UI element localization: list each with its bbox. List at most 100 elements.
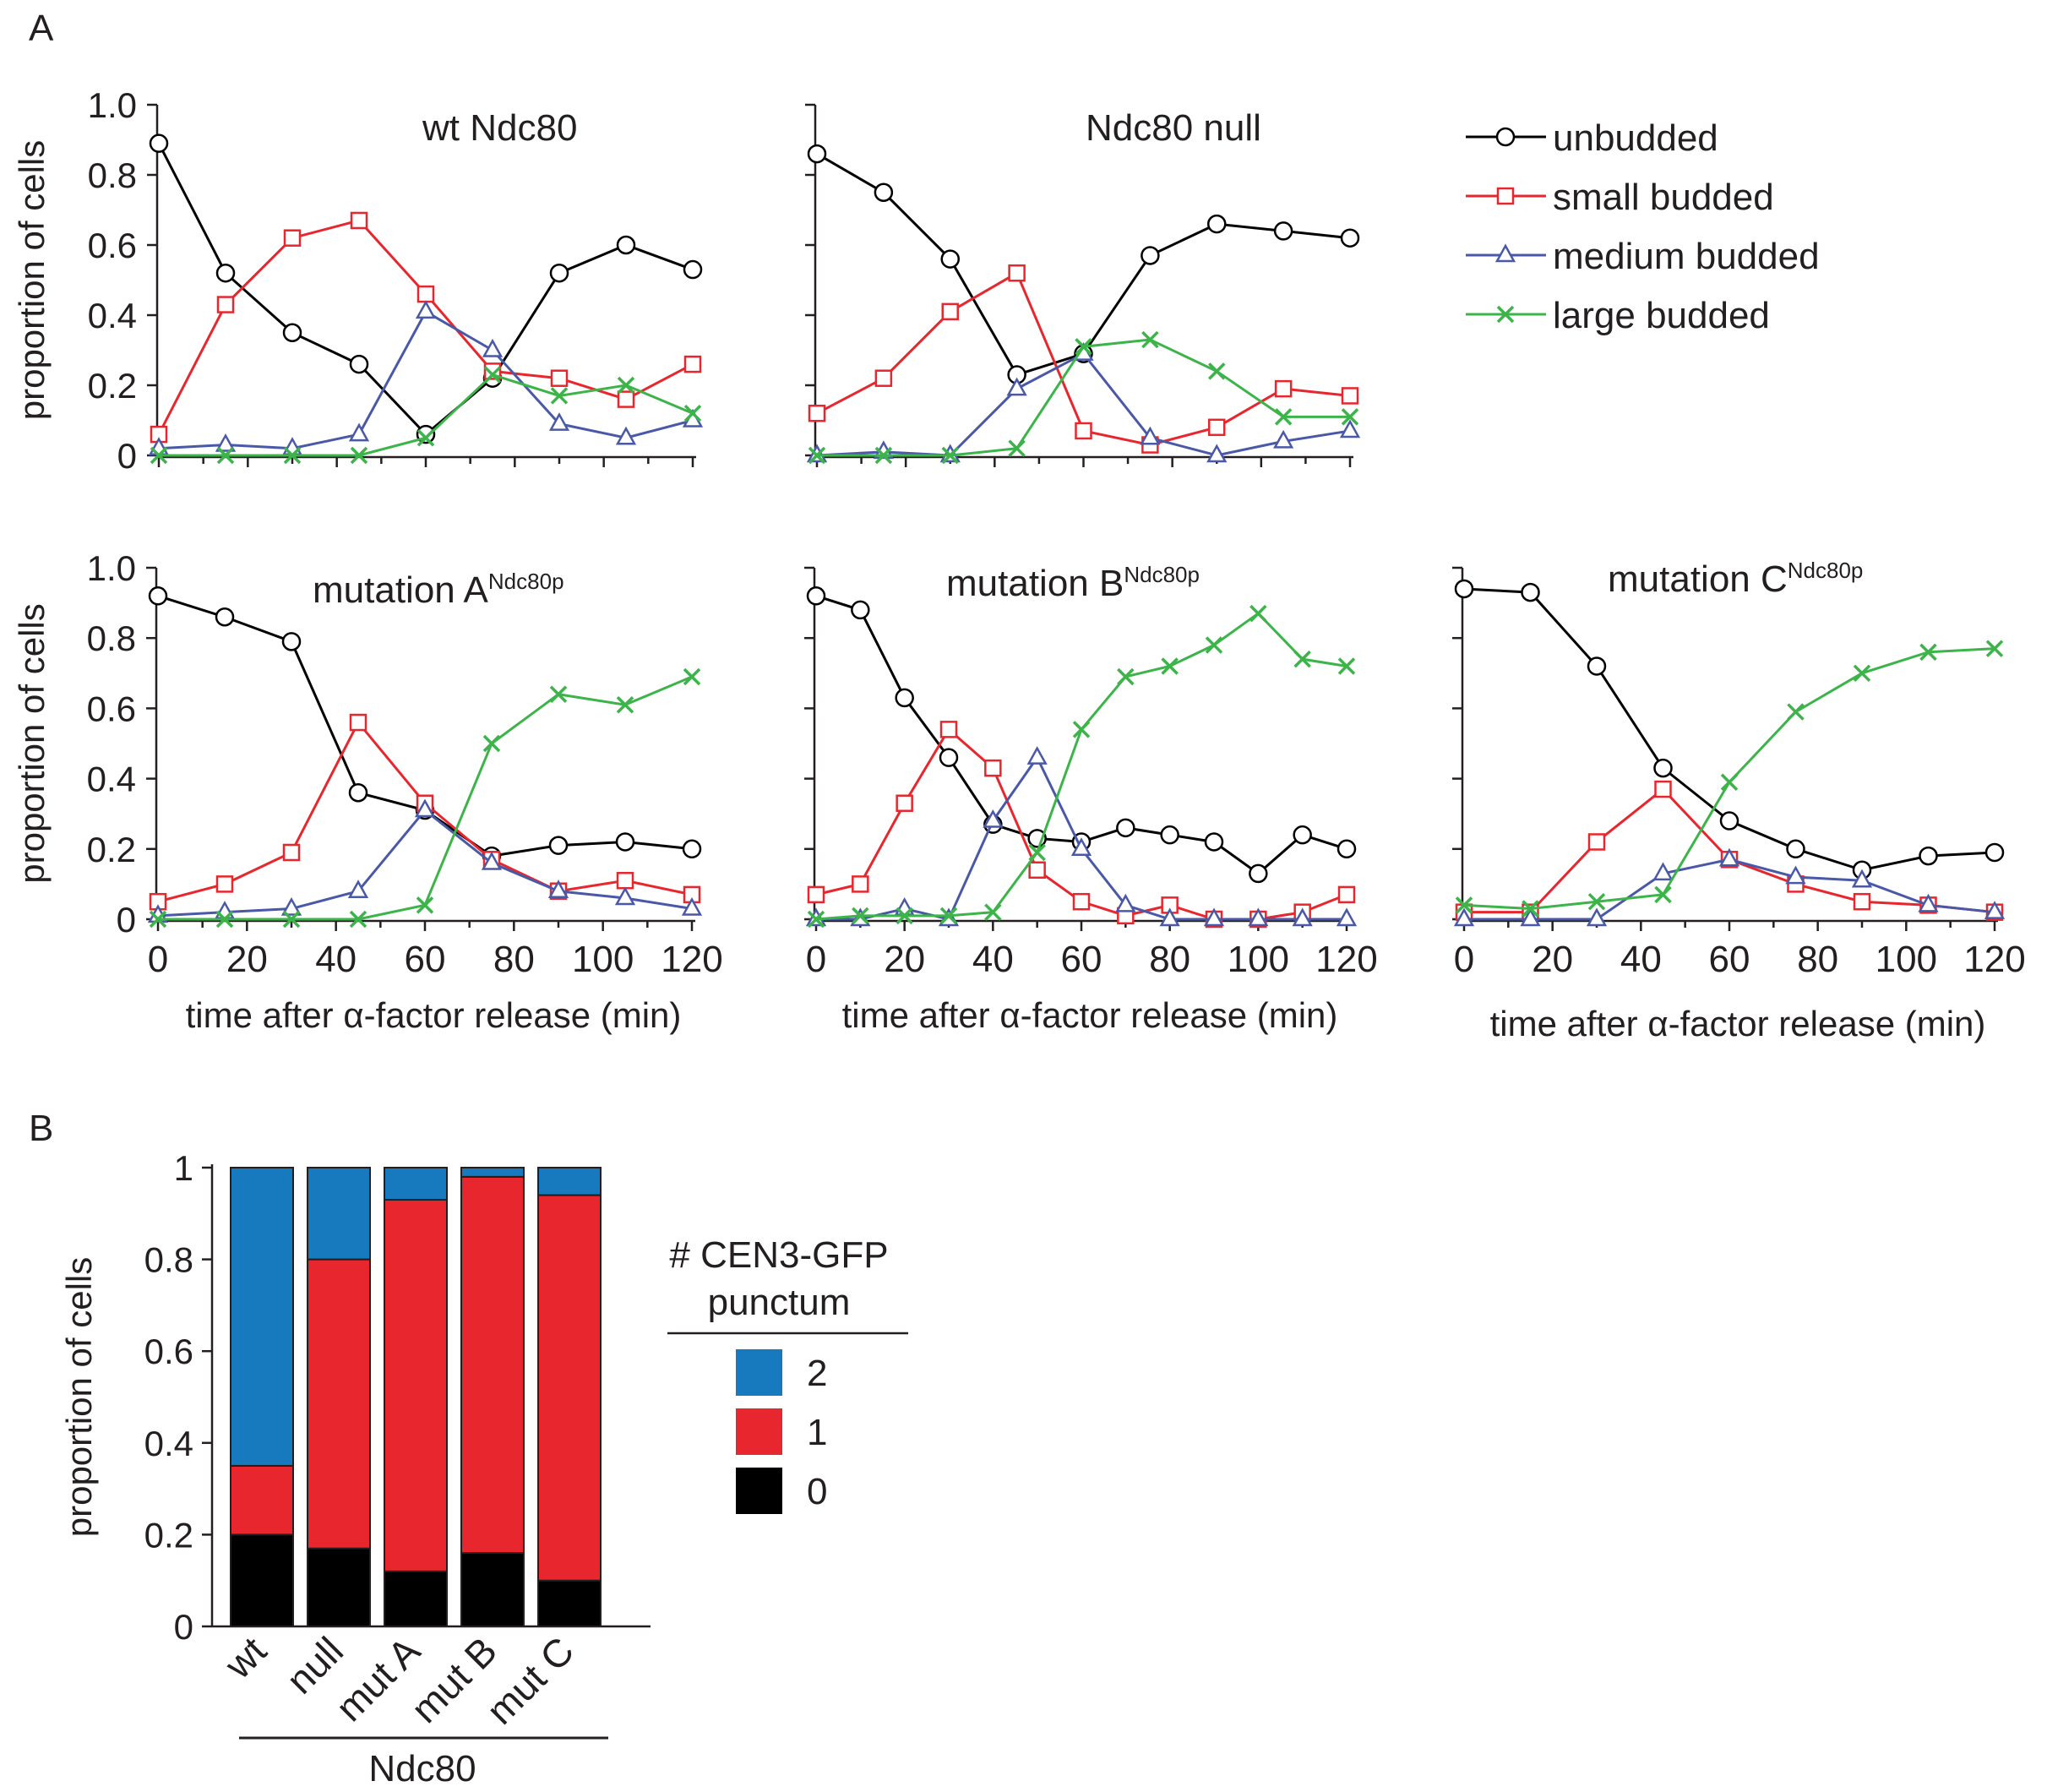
point-large	[150, 446, 168, 465]
panel-label-a: A	[29, 8, 54, 49]
point-unbudded	[348, 782, 368, 803]
point-unbudded	[1337, 839, 1357, 859]
point-unbudded	[851, 600, 870, 620]
point-large	[550, 387, 569, 405]
point-large	[683, 404, 702, 422]
point-small	[282, 843, 301, 862]
point-medium	[482, 338, 504, 357]
bar-wt-2	[230, 1167, 294, 1467]
point-unbudded	[616, 235, 636, 255]
point-small	[1008, 264, 1026, 282]
point-unbudded	[807, 144, 827, 164]
chart-title: wt Ndc80	[422, 107, 577, 149]
point-unbudded	[939, 748, 959, 767]
point-medium	[1718, 847, 1740, 867]
point-small	[1028, 861, 1046, 880]
bar-legend-title-line2: punctum	[708, 1282, 851, 1323]
point-medium	[215, 433, 237, 452]
x-tick-label: 40	[972, 939, 1014, 980]
series-line-small	[815, 727, 1347, 921]
point-small	[617, 390, 635, 408]
point-small	[1853, 892, 1871, 911]
point-large	[1787, 703, 1805, 721]
line-plots: 0 0.2 0.4 0.6 0.8 1.0 proportion of cells wt Nd…	[12, 85, 2026, 1043]
series-large	[808, 330, 1359, 465]
bar-wt-1	[230, 1464, 294, 1536]
series-large	[1455, 640, 2004, 918]
x-tick-label: 100	[1876, 939, 1937, 980]
point-medium	[1203, 907, 1225, 927]
panel-label-b: B	[29, 1108, 53, 1149]
point-medium	[1248, 907, 1269, 927]
point-small	[852, 875, 869, 893]
point-medium	[681, 896, 703, 916]
point-unbudded	[1521, 582, 1540, 602]
point-small	[283, 229, 302, 247]
point-small	[416, 285, 435, 303]
point-unbudded	[548, 836, 569, 855]
x-tick-label: 40	[1620, 939, 1662, 980]
bar-mut-B-0	[460, 1552, 525, 1627]
legend-item-small: small budded	[1466, 177, 1774, 218]
legend-label-small: small budded	[1553, 177, 1774, 218]
x-tick-label: 80	[1149, 939, 1190, 980]
point-small	[550, 369, 569, 387]
x-axis-label: time after α-factor release (min)	[186, 995, 682, 1035]
y-tick-label: 0.2	[88, 366, 137, 406]
point-unbudded	[1160, 825, 1179, 845]
y-tick-label: 0.6	[87, 689, 136, 728]
y-tick-label: 0.2	[87, 830, 136, 869]
series-small	[150, 211, 702, 444]
point-medium	[280, 896, 302, 916]
point-large	[1853, 664, 1871, 683]
point-medium	[1206, 444, 1228, 463]
bar-legend: # CEN3-GFP punctum 2 1 0	[667, 1234, 908, 1514]
point-large	[1208, 362, 1226, 380]
point-small	[215, 875, 234, 893]
category-label: mut A	[327, 1628, 428, 1729]
x-tick-label: 0	[806, 939, 826, 980]
point-small	[1337, 885, 1356, 904]
point-large	[216, 446, 235, 465]
point-medium	[1918, 893, 1939, 912]
point-unbudded	[683, 259, 703, 280]
point-unbudded	[148, 586, 168, 606]
bar-legend-swatch-0	[736, 1468, 782, 1514]
point-small	[874, 369, 893, 387]
point-medium	[1785, 865, 1806, 885]
bar-legend-title-line1: # CEN3-GFP	[669, 1234, 888, 1276]
bar-legend-label-0: 0	[807, 1471, 827, 1512]
point-medium	[548, 412, 570, 431]
point-large	[1205, 636, 1223, 654]
point-unbudded	[282, 323, 302, 342]
x-tick-label: 120	[1963, 939, 2025, 980]
bar-mut-C-0	[537, 1579, 602, 1627]
x-axis-label: time after α-factor release (min)	[1490, 1004, 1986, 1043]
point-large	[1249, 604, 1267, 623]
point-large	[984, 903, 1002, 921]
point-large	[1522, 900, 1539, 918]
category-label: wt	[215, 1628, 275, 1687]
y-axis-label: proportion of cells	[12, 603, 52, 884]
point-unbudded	[1984, 842, 2005, 863]
point-medium	[1339, 419, 1361, 438]
chart-title-main: mutation A	[313, 569, 489, 611]
bar-null-1	[307, 1258, 371, 1550]
point-unbudded	[874, 182, 894, 202]
point-medium	[1273, 429, 1294, 449]
point-unbudded	[1141, 246, 1160, 265]
y-tick-label: 0	[174, 1607, 193, 1647]
bar-mut-A-0	[384, 1570, 448, 1627]
point-large	[1274, 408, 1293, 426]
bar-null-0	[307, 1547, 371, 1627]
point-unbudded	[682, 839, 702, 859]
series-line-medium	[157, 808, 693, 918]
y-tick-label: 0.4	[88, 296, 137, 335]
series-unbudded	[807, 144, 1360, 384]
x-axis-label: time after α-factor release (min)	[842, 995, 1338, 1035]
point-unbudded	[149, 133, 169, 153]
y-tick-label: 0.8	[87, 618, 136, 658]
point-medium	[214, 901, 236, 919]
